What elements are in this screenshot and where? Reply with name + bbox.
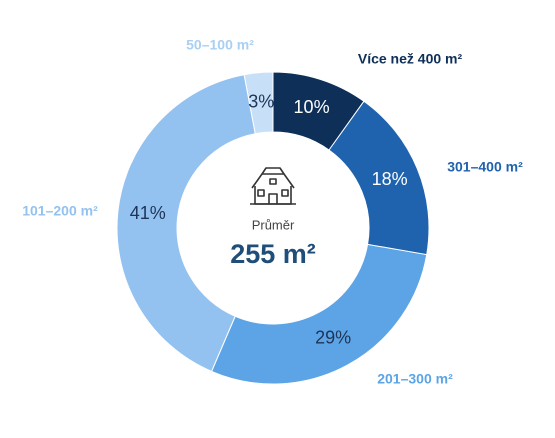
value-label: 10% [294,97,330,117]
donut-slice [116,74,256,373]
labels: 10% Více než 400 m² 18% 301–400 m² 29% 201–30… [22,37,523,387]
category-label: 50–100 m² [186,37,254,53]
category-label: 201–300 m² [377,371,453,387]
donut-slice [210,243,428,385]
value-label: 18% [372,169,408,189]
value-label: 3% [248,91,274,111]
center-label: Průměr [252,217,295,232]
donut-slice [272,71,365,151]
value-label: 29% [315,327,351,347]
donut-slice [328,100,430,256]
category-label: 101–200 m² [22,203,98,219]
center-value: 255 m² [230,239,316,269]
category-label: Více než 400 m² [358,51,463,67]
value-label: 41% [130,203,166,223]
category-label: 301–400 m² [447,159,523,175]
house-icon [250,167,296,205]
